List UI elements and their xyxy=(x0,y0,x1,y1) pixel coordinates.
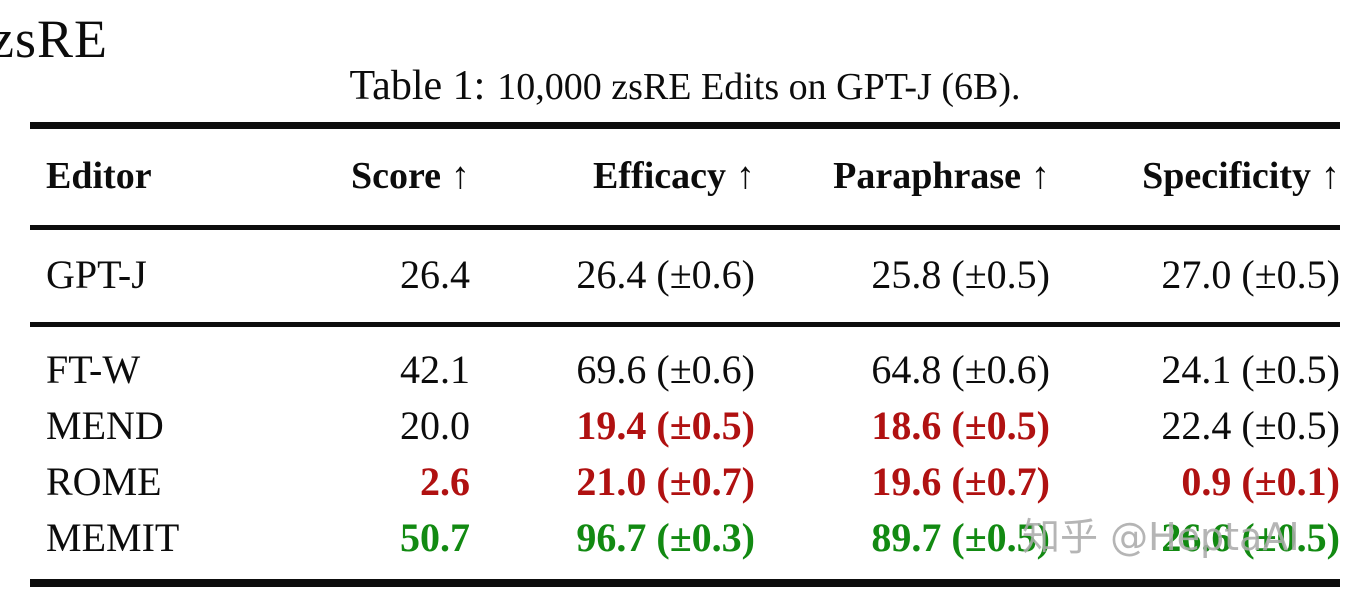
column-header-efficacy: Efficacy ↑ xyxy=(470,125,755,230)
cell-value: 0.9 (±0.1) xyxy=(1181,458,1340,504)
results-table-wrapper: Editor Score ↑ Efficacy ↑ Paraphrase ↑ Spec… xyxy=(30,122,1340,587)
table-row-gptj: GPT-J 26.4 26.4 (±0.6) 25.8 (±0.5) 27.0 … xyxy=(30,227,1340,327)
cell-value: 19.6 (±0.7) xyxy=(871,458,1050,504)
up-arrow-icon: ↑ xyxy=(451,155,470,197)
score-cell: 42.1 xyxy=(330,324,470,398)
table-header-row: Editor Score ↑ Efficacy ↑ Paraphrase ↑ Spec… xyxy=(30,125,1340,230)
cell-value: 24.1 (±0.5) xyxy=(1161,346,1340,392)
column-header-editor: Editor xyxy=(30,125,330,230)
results-table: Editor Score ↑ Efficacy ↑ Paraphrase ↑ Spec… xyxy=(30,122,1340,587)
cell-value: 27.0 (±0.5) xyxy=(1161,251,1340,297)
score-cell: 50.7 xyxy=(330,510,470,583)
cell-value: 2.6 xyxy=(420,458,470,504)
paraphrase-cell: 89.7 (±0.5) xyxy=(755,510,1050,583)
table-row-rome: ROME 2.6 21.0 (±0.7) 19.6 (±0.7) 0.9 (±0… xyxy=(30,454,1340,510)
column-header-score: Score ↑ xyxy=(330,125,470,230)
efficacy-cell: 21.0 (±0.7) xyxy=(470,454,755,510)
editor-name-cell: GPT-J xyxy=(30,227,330,327)
cell-value: 96.7 (±0.3) xyxy=(576,514,755,560)
editor-name: ROME xyxy=(46,458,162,504)
editor-name: GPT-J xyxy=(46,251,147,297)
cell-value: 50.7 xyxy=(400,514,470,560)
specificity-cell: 24.1 (±0.5) xyxy=(1050,324,1340,398)
score-cell: 20.0 xyxy=(330,398,470,454)
up-arrow-icon: ↑ xyxy=(1031,155,1050,197)
table-row-mend: MEND 20.0 19.4 (±0.5) 18.6 (±0.5) 22.4 (… xyxy=(30,398,1340,454)
cell-value: 89.7 (±0.5) xyxy=(871,514,1050,560)
efficacy-cell: 26.4 (±0.6) xyxy=(470,227,755,327)
score-cell: 26.4 xyxy=(330,227,470,327)
table-caption-text: 10,000 zsRE Edits on GPT-J (6B). xyxy=(497,66,1021,108)
table-row-ftw: FT-W 42.1 69.6 (±0.6) 64.8 (±0.6) 24.1 (… xyxy=(30,324,1340,398)
column-header-label: Score xyxy=(350,155,441,197)
cell-value: 20.0 xyxy=(400,402,470,448)
column-header-label: Paraphrase xyxy=(833,155,1021,197)
specificity-cell: 27.0 (±0.5) xyxy=(1050,227,1340,327)
specificity-cell: 26.6 (±0.5) xyxy=(1050,510,1340,583)
cell-value: 42.1 xyxy=(400,346,470,392)
paraphrase-cell: 19.6 (±0.7) xyxy=(755,454,1050,510)
paraphrase-cell: 25.8 (±0.5) xyxy=(755,227,1050,327)
score-cell: 2.6 xyxy=(330,454,470,510)
up-arrow-icon: ↑ xyxy=(736,155,755,197)
editor-name-cell: MEMIT xyxy=(30,510,330,583)
table-caption: Table 1: 10,000 zsRE Edits on GPT-J (6B). xyxy=(30,62,1340,110)
cell-value: 25.8 (±0.5) xyxy=(871,251,1050,297)
column-header-label: Specificity xyxy=(1142,155,1311,197)
cell-value: 26.6 (±0.5) xyxy=(1161,514,1340,560)
efficacy-cell: 69.6 (±0.6) xyxy=(470,324,755,398)
editor-name-cell: ROME xyxy=(30,454,330,510)
cell-value: 26.4 (±0.6) xyxy=(576,251,755,297)
cell-value: 64.8 (±0.6) xyxy=(871,346,1050,392)
efficacy-cell: 19.4 (±0.5) xyxy=(470,398,755,454)
specificity-cell: 0.9 (±0.1) xyxy=(1050,454,1340,510)
editor-name: MEMIT xyxy=(46,514,180,560)
paraphrase-cell: 64.8 (±0.6) xyxy=(755,324,1050,398)
column-header-label: Editor xyxy=(46,155,152,197)
column-header-label: Efficacy xyxy=(593,155,726,197)
paraphrase-cell: 18.6 (±0.5) xyxy=(755,398,1050,454)
cell-value: 69.6 (±0.6) xyxy=(576,346,755,392)
cell-value: 22.4 (±0.5) xyxy=(1161,402,1340,448)
table-caption-number: Table 1: xyxy=(349,63,486,109)
column-header-paraphrase: Paraphrase ↑ xyxy=(755,125,1050,230)
specificity-cell: 22.4 (±0.5) xyxy=(1050,398,1340,454)
editor-name: MEND xyxy=(46,402,164,448)
editor-name-cell: MEND xyxy=(30,398,330,454)
table-row-memit: MEMIT 50.7 96.7 (±0.3) 89.7 (±0.5) 26.6 … xyxy=(30,510,1340,583)
cell-value: 21.0 (±0.7) xyxy=(576,458,755,504)
efficacy-cell: 96.7 (±0.3) xyxy=(470,510,755,583)
column-header-specificity: Specificity ↑ xyxy=(1050,125,1340,230)
up-arrow-icon: ↑ xyxy=(1321,155,1340,197)
cell-value: 19.4 (±0.5) xyxy=(576,402,755,448)
cell-value: 18.6 (±0.5) xyxy=(871,402,1050,448)
dataset-corner-label: zsRE xyxy=(0,9,108,69)
cell-value: 26.4 xyxy=(400,251,470,297)
editor-name-cell: FT-W xyxy=(30,324,330,398)
editor-name: FT-W xyxy=(46,346,141,392)
